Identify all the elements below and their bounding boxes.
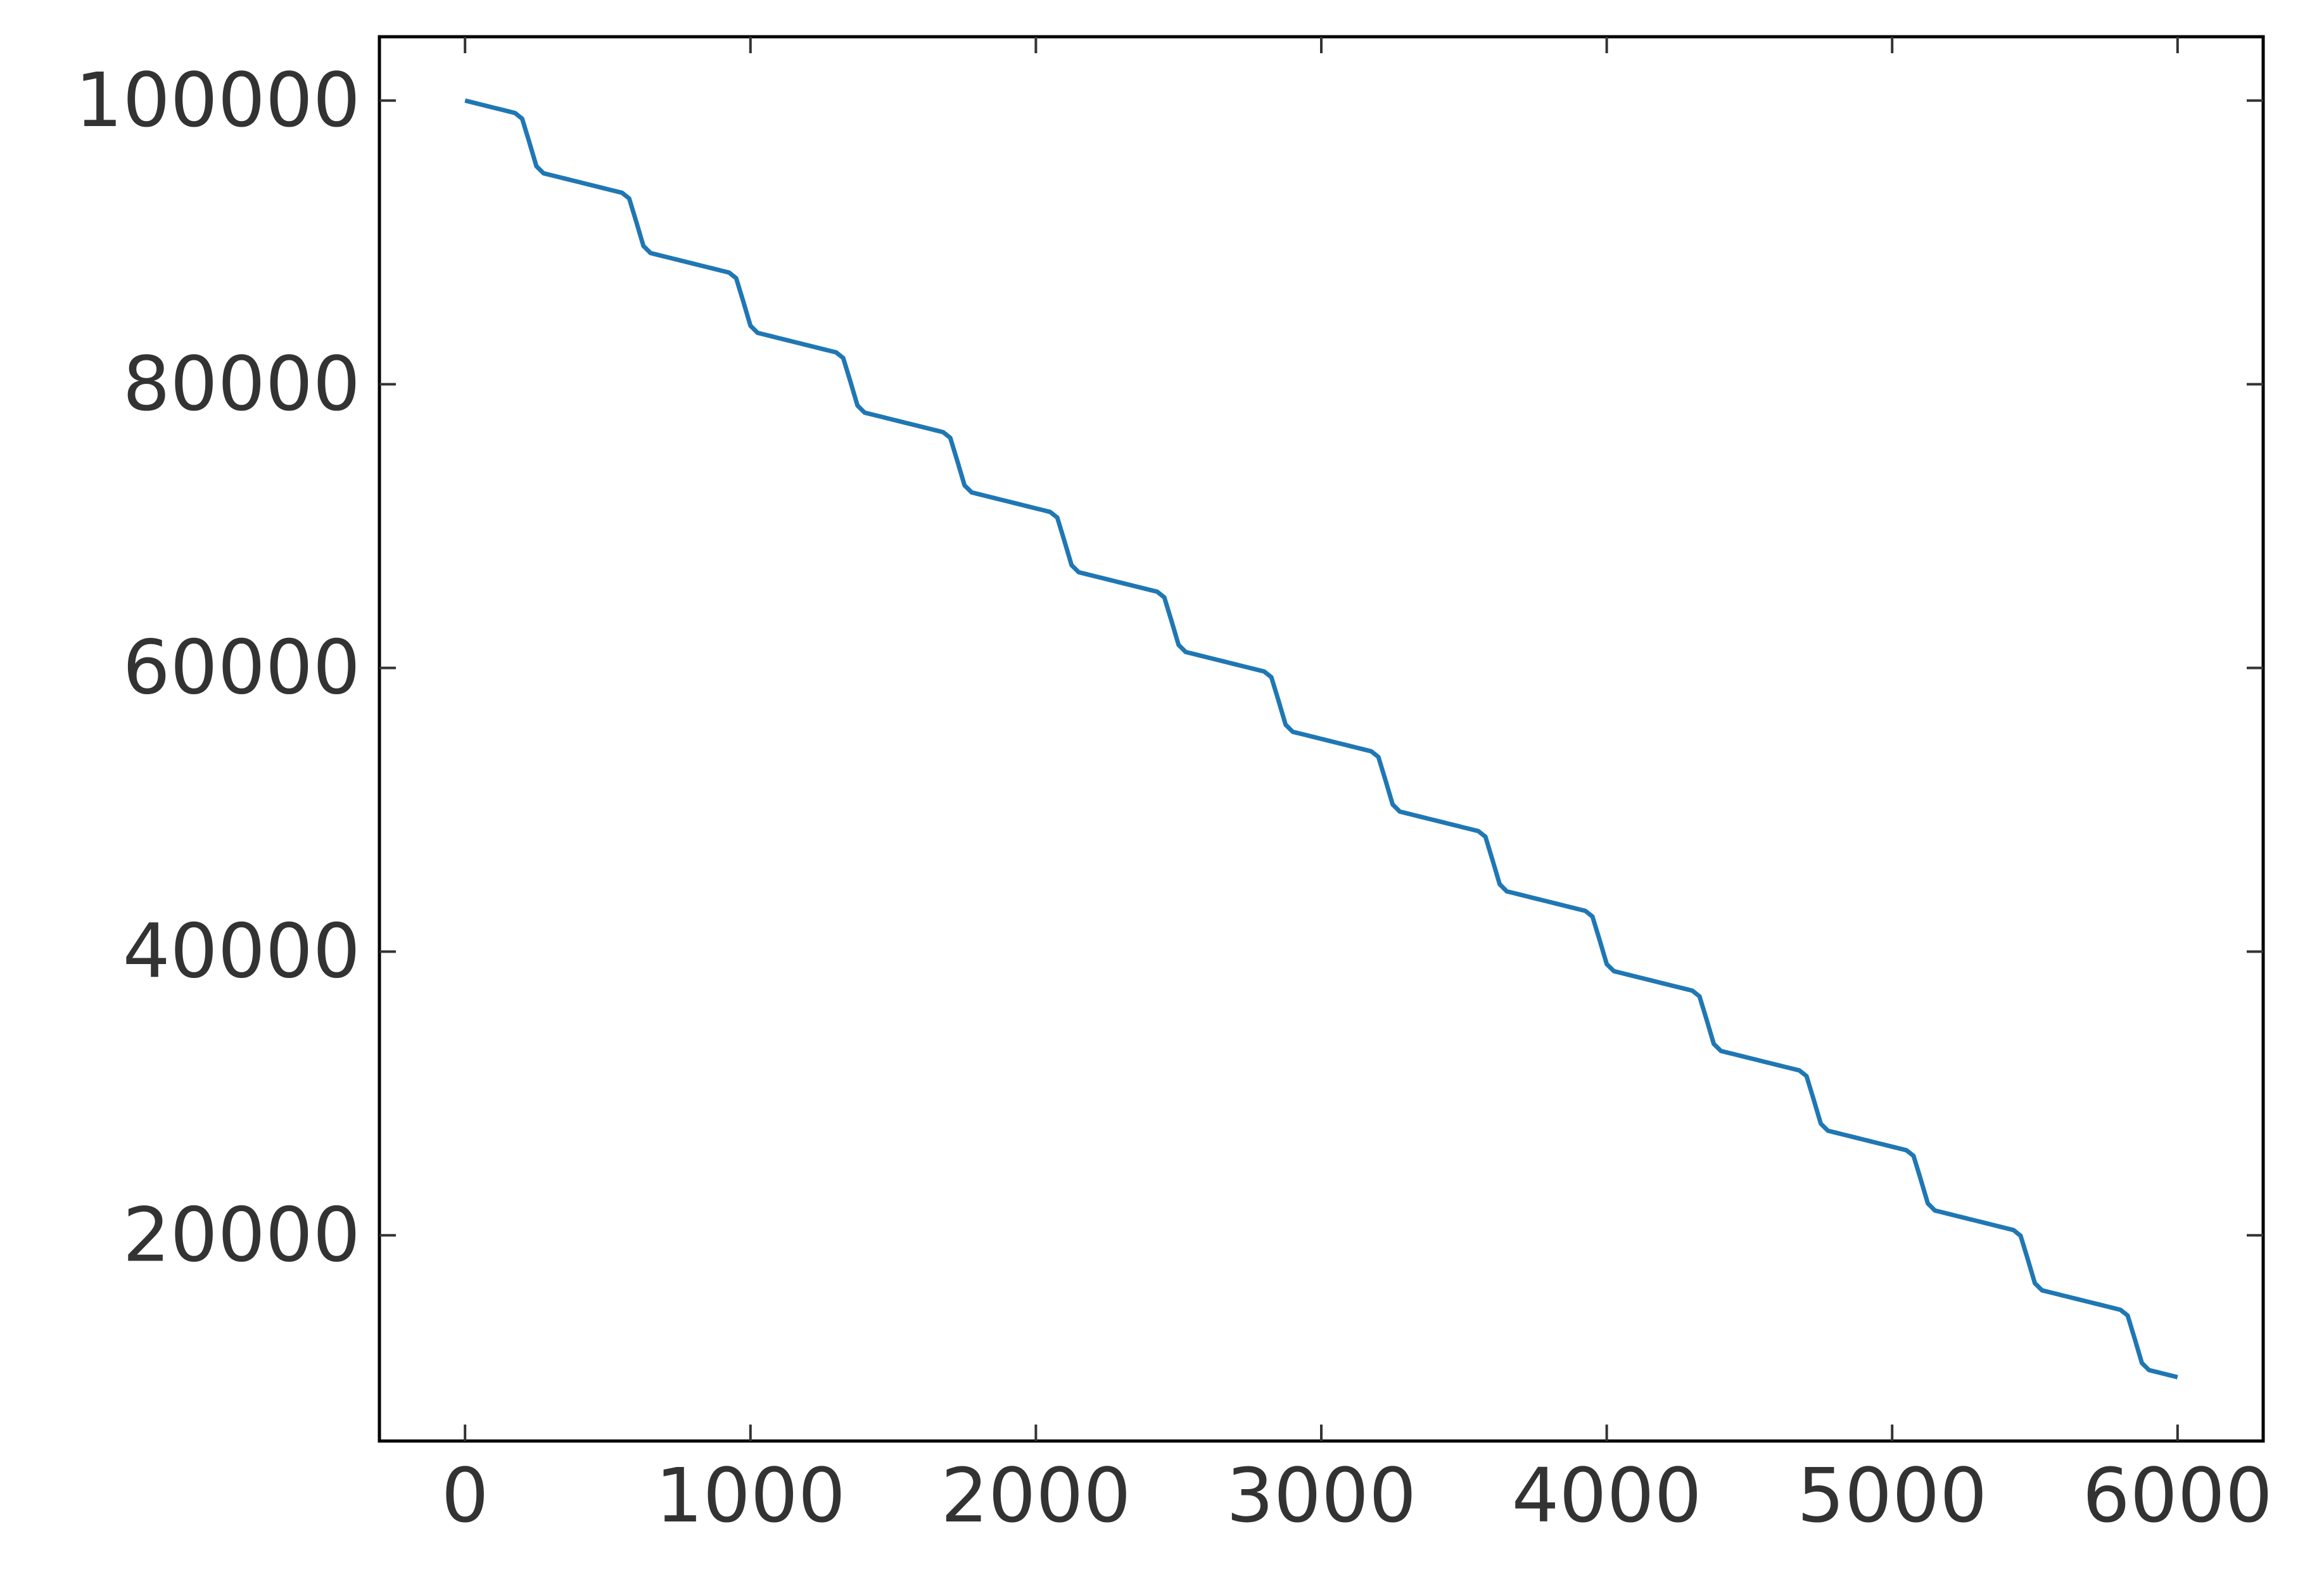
y-tick-label: 20000	[123, 1191, 360, 1279]
x-tick-label: 3000	[1226, 1452, 1416, 1539]
x-tick-label: 1000	[656, 1452, 846, 1539]
y-tick-label: 60000	[123, 624, 360, 711]
x-tick-label: 5000	[1797, 1452, 1987, 1539]
x-tick-label: 0	[441, 1452, 489, 1539]
y-tick-label: 80000	[123, 340, 360, 428]
x-tick-label: 6000	[2083, 1452, 2273, 1539]
y-tick-label: 100000	[75, 56, 360, 144]
x-tick-label: 4000	[1511, 1452, 1701, 1539]
y-tick-label: 40000	[123, 908, 360, 995]
x-tick-label: 2000	[941, 1452, 1131, 1539]
line	[464, 98, 2178, 1380]
